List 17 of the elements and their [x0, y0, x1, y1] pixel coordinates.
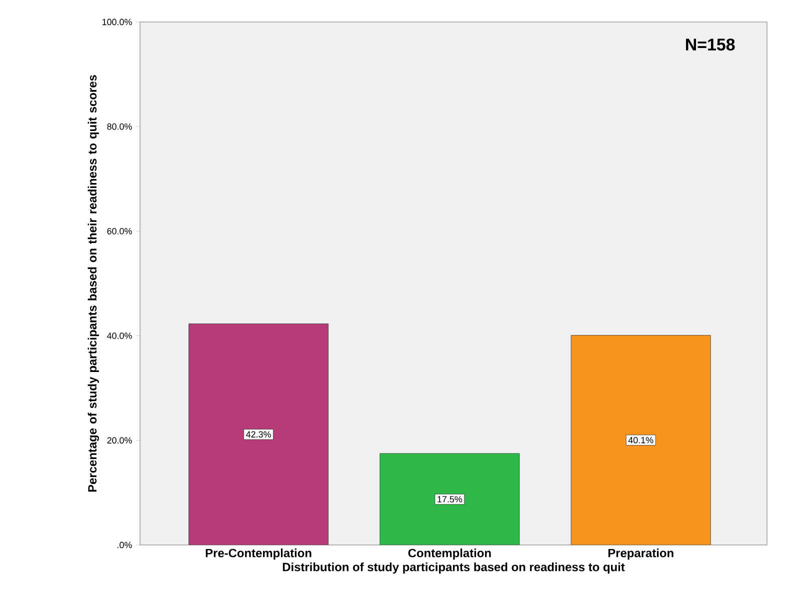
x-tick-label: Preparation: [608, 548, 674, 560]
annotation: N=158: [686, 38, 735, 51]
y-tick-label: 80.0%: [107, 123, 132, 130]
data-label: 42.3%: [246, 431, 271, 438]
x-tick-label: Pre-Contemplation: [206, 548, 312, 560]
y-tick-label: 40.0%: [107, 332, 132, 339]
y-tick-label: 20.0%: [107, 437, 132, 444]
x-axis-title: Distribution of study participants based on readiness to quit: [282, 562, 625, 574]
bar: [188, 324, 328, 545]
data-label: 17.5%: [438, 496, 462, 502]
x-tick-label: Contemplation: [408, 548, 491, 560]
bar: [380, 453, 520, 545]
data-label: 40.1%: [628, 436, 654, 444]
y-tick-label: 60.0%: [107, 228, 132, 234]
y-tick-label: .0%: [118, 542, 132, 548]
y-tick-label: 100.0%: [102, 18, 132, 26]
y-axis-title: Percentage of study participants based on their readiness to quit scores: [88, 75, 99, 492]
